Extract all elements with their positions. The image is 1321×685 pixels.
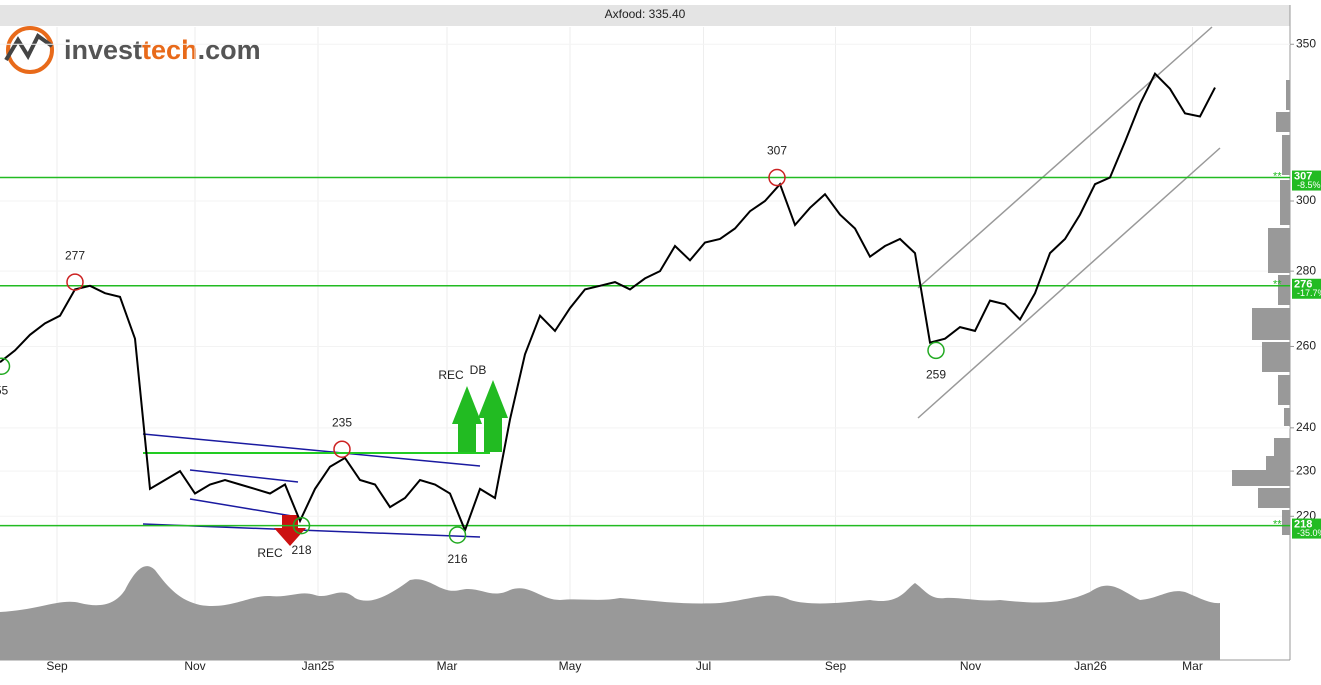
x-tick-label: Jan25 — [302, 659, 335, 673]
y-tick-label: 230 — [1296, 463, 1316, 477]
logo-zigzag — [4, 33, 54, 62]
x-tick-label: Mar — [437, 659, 458, 673]
extreme-marker — [927, 341, 945, 360]
logo-part: tech — [142, 35, 198, 65]
y-tick-label: 300 — [1296, 193, 1316, 207]
x-tick-label: Jan26 — [1074, 659, 1107, 673]
x-tick-label: Nov — [960, 659, 981, 673]
extreme-label: 259 — [926, 368, 946, 382]
level-box — [1292, 518, 1321, 539]
volume-by-price — [1232, 80, 1290, 535]
extreme-marker — [292, 516, 311, 535]
x-tick-label: Mar — [1182, 659, 1203, 673]
level-box — [1292, 278, 1321, 299]
signal-label: REC — [257, 546, 283, 560]
extreme-label: 216 — [447, 552, 467, 566]
y-tick-label: 350 — [1296, 36, 1316, 50]
level-label: 218 — [1294, 518, 1312, 530]
level-change: -8.5% — [1297, 180, 1321, 190]
buy-arrow — [478, 380, 508, 452]
x-tick-label: May — [559, 659, 582, 673]
x-tick-label: Sep — [825, 659, 847, 673]
extreme-label: 277 — [65, 248, 85, 262]
grid — [0, 27, 1290, 660]
title-bar — [0, 5, 1290, 26]
extreme-marker — [333, 440, 351, 458]
logo: investtech.com — [4, 26, 261, 74]
chart-title: Axfood: 335.40 — [605, 7, 686, 21]
level-change: -35.0% — [1297, 528, 1321, 538]
price-line — [0, 72, 1216, 534]
channel-lines — [917, 26, 1221, 419]
x-tick-label: Sep — [46, 659, 68, 673]
logo-part: .com — [198, 35, 261, 65]
level-change: -17.7% — [1297, 288, 1321, 298]
trend-lines — [142, 433, 481, 538]
x-tick-label: Nov — [184, 659, 205, 673]
y-tick-label: 260 — [1296, 339, 1316, 353]
buy-arrow — [452, 386, 482, 452]
level-marker: ** — [1273, 518, 1282, 530]
logo-ring — [6, 26, 54, 74]
signal-label: DB — [470, 363, 487, 377]
sell-arrow — [274, 515, 306, 546]
level-label: 307 — [1294, 170, 1312, 182]
level-box — [1292, 170, 1321, 191]
y-tick-label: 240 — [1296, 420, 1316, 434]
extreme-marker — [448, 526, 467, 544]
extreme-label: 55 — [0, 383, 8, 397]
logo-part: invest — [64, 35, 142, 65]
extreme-marker — [66, 273, 84, 291]
extreme-marker — [0, 357, 11, 375]
y-tick-label: 280 — [1296, 263, 1316, 277]
extreme-label: 307 — [767, 144, 787, 158]
signals: REC DB REC — [257, 363, 508, 560]
signal-label: REC — [438, 368, 464, 382]
extreme-label: 218 — [291, 543, 311, 557]
extreme-marker — [768, 168, 786, 187]
volume-area — [0, 566, 1220, 660]
extreme-label: 235 — [332, 415, 352, 429]
level-marker: ** — [1273, 279, 1282, 291]
level-marker: ** — [1273, 170, 1282, 182]
logo-text: investtech.com — [64, 35, 261, 65]
x-tick-label: Jul — [696, 659, 711, 673]
level-label: 276 — [1294, 279, 1312, 291]
